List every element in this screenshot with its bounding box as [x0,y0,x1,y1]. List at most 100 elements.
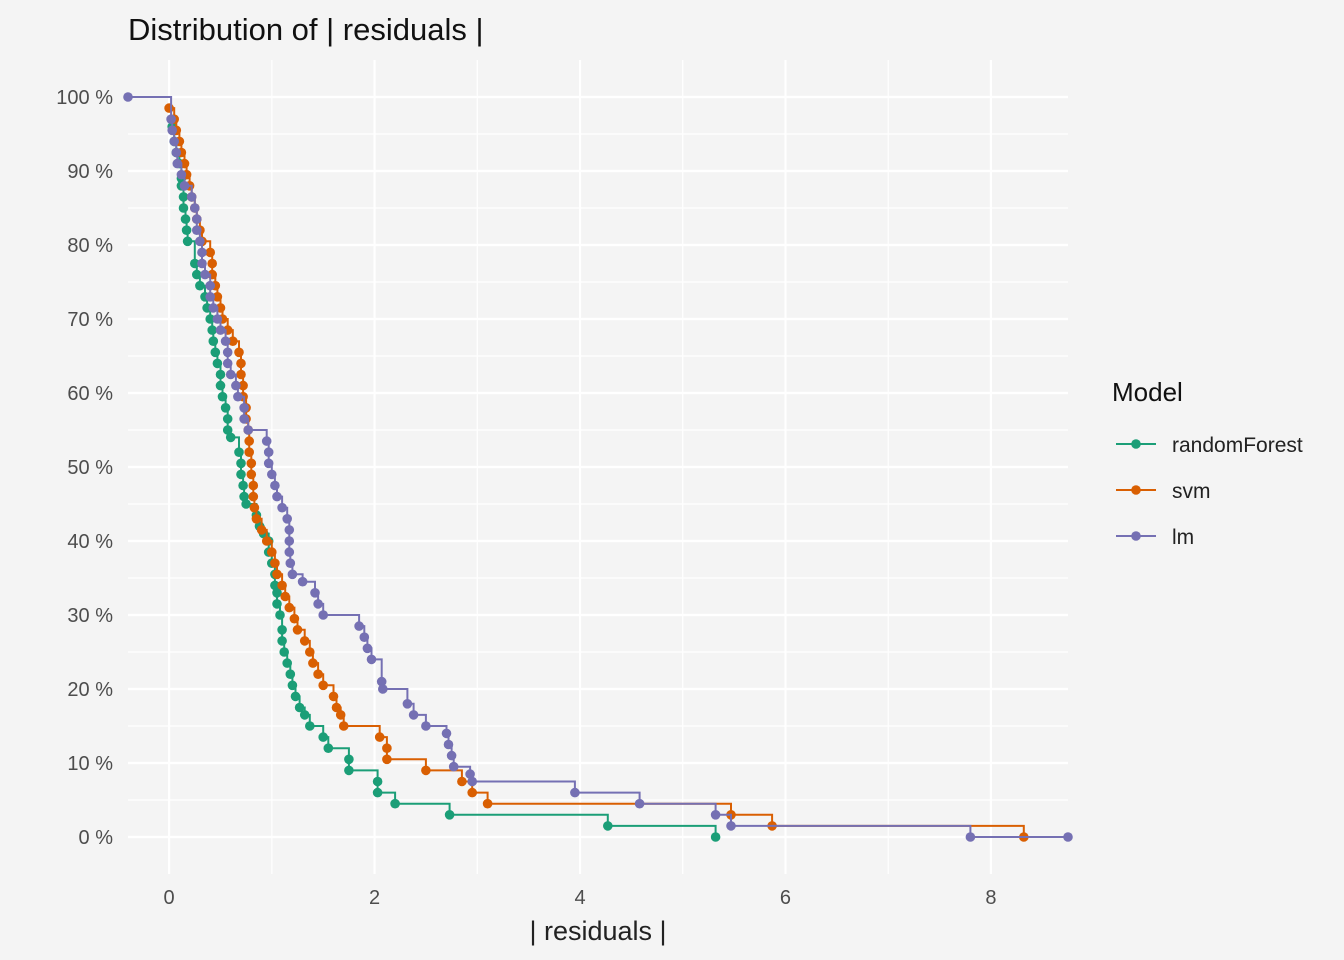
data-point-lm [443,739,454,750]
data-point-lm [267,469,277,480]
data-point-randomForest [190,258,200,269]
data-point-lm [225,369,236,380]
data-point-randomForest [178,203,189,213]
series-lm [123,92,1073,842]
data-point-randomForest [207,325,217,335]
data-point-randomForest [192,269,202,280]
data-point-lm [277,502,287,513]
data-point-randomForest [236,458,246,469]
data-point-lm [233,391,243,402]
data-point-svm [457,776,467,787]
data-point-randomForest [290,691,301,702]
data-point-svm [248,491,259,502]
data-point-lm [263,447,274,458]
data-point-lm [570,787,580,798]
data-point-svm [331,702,342,713]
y-tick-label: 20 % [67,679,113,701]
y-tick-label: 80 % [67,235,113,257]
data-point-svm [382,754,392,765]
data-point-randomForest [710,832,721,842]
data-point-svm [305,647,315,657]
data-point-lm [282,514,293,524]
y-tick-label: 30 % [67,605,113,627]
data-point-lm [205,280,215,291]
y-tick-label: 70 % [67,309,113,331]
data-point-svm [212,292,223,302]
data-point-svm [272,569,282,580]
data-point-lm [441,728,452,739]
data-point-svm [246,469,257,480]
y-tick-label: 50 % [67,457,113,479]
data-point-lm [263,458,274,469]
data-point-lm [192,214,202,224]
gridlines [128,60,1068,874]
data-point-lm [205,292,215,302]
data-point-svm [261,536,272,546]
data-point-lm [965,832,976,842]
data-point-randomForest [323,743,334,753]
x-tick-label: 8 [985,887,996,909]
data-point-svm [289,613,300,624]
legend: Model randomForest svm lm [1112,377,1303,549]
y-tick-label: 10 % [67,753,113,775]
data-point-lm [179,181,190,191]
data-point-svm [236,369,246,380]
legend-key-point [1131,439,1141,449]
data-point-lm [261,436,272,446]
data-point-lm [408,710,419,720]
data-point-randomForest [282,658,293,668]
y-tick-label: 100 % [56,87,113,109]
data-point-randomForest [277,636,287,646]
y-tick-label: 0 % [79,827,114,849]
data-point-svm [421,765,431,776]
data-point-lm [726,821,736,831]
legend-label: lm [1172,526,1194,549]
data-point-svm [244,436,254,446]
data-point-lm [284,525,295,535]
data-point-lm [634,798,645,809]
data-point-randomForest [217,391,228,402]
data-point-lm [310,588,320,598]
data-point-randomForest [390,798,400,809]
data-point-randomForest [272,599,282,609]
data-point-randomForest [215,380,226,391]
data-point-lm [169,136,179,147]
x-tick-label: 6 [780,887,791,909]
data-point-lm [186,192,197,202]
data-point-lm [284,547,295,557]
legend-label: randomForest [1172,434,1303,457]
data-point-lm [421,721,431,731]
data-point-randomForest [181,225,192,235]
data-point-svm [374,732,385,742]
data-point-lm [239,403,249,413]
data-point-svm [244,447,254,458]
data-point-randomForest [236,469,246,480]
data-point-svm [270,558,280,568]
y-tick-label: 90 % [67,161,113,183]
data-point-lm [285,558,296,568]
data-point-randomForest [215,369,226,380]
data-point-lm [287,569,298,580]
data-point-svm [328,691,339,702]
data-point-lm [376,676,387,687]
data-point-svm [248,480,259,491]
legend-key-point [1131,531,1141,541]
data-point-lm [467,776,478,787]
data-point-lm [231,380,241,391]
data-point-lm [222,347,233,358]
data-point-svm [335,710,346,720]
y-tick-label: 60 % [67,383,113,405]
data-point-lm [212,314,223,324]
legend-item-randomForest: randomForest [1116,434,1303,457]
data-point-svm [338,721,349,731]
data-point-randomForest [208,336,219,347]
data-point-randomForest [178,192,189,202]
data-point-lm [190,203,200,213]
legend-title: Model [1112,377,1183,407]
data-point-lm [465,769,475,779]
data-point-randomForest [318,732,329,742]
data-point-lm [243,425,253,435]
data-point-randomForest [305,721,315,731]
data-point-lm [354,621,364,631]
